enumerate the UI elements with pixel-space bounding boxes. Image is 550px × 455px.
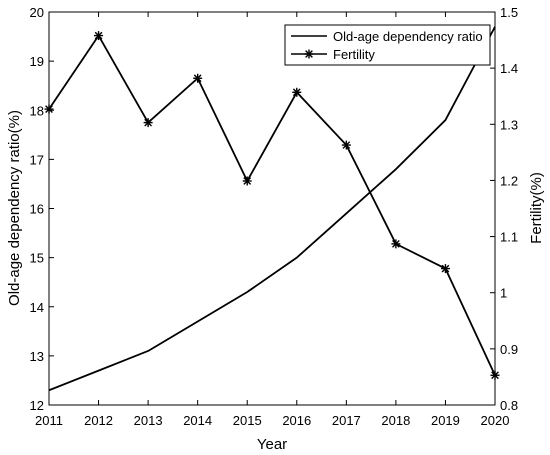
right-y-tick-label: 0.8 xyxy=(500,398,518,413)
right-y-tick-label: 1.3 xyxy=(500,117,518,132)
x-tick-label: 2017 xyxy=(332,413,361,428)
left-y-tick-label: 17 xyxy=(30,152,44,167)
left-y-tick-label: 15 xyxy=(30,251,44,266)
x-tick-label: 2019 xyxy=(431,413,460,428)
fertility-point-marker xyxy=(242,176,252,186)
right-y-axis-ticks: 0.8 0.9 1 1.1 1.2 1.3 1.4 1.5 xyxy=(490,5,518,413)
x-tick-label: 2013 xyxy=(134,413,163,428)
legend-marker-fertility xyxy=(304,49,314,59)
x-tick-label: 2018 xyxy=(381,413,410,428)
fertility-point-marker xyxy=(292,87,302,97)
right-y-tick-label: 1.2 xyxy=(500,173,518,188)
x-axis-ticks: 2011 2012 2013 2014 2015 2016 2017 2018 2019 2020 xyxy=(35,12,509,428)
fertility-point-marker xyxy=(94,31,104,41)
right-y-tick-label: 0.9 xyxy=(500,342,518,357)
series-layer xyxy=(44,26,500,392)
right-y-tick-label: 1 xyxy=(500,286,507,301)
right-y-axis-title: Fertility(%) xyxy=(528,172,545,244)
fertility-point-marker xyxy=(490,370,500,380)
left-y-tick-label: 16 xyxy=(30,202,44,217)
x-axis-title: Year xyxy=(257,436,287,453)
x-tick-label: 2012 xyxy=(84,413,113,428)
fertility-point-marker xyxy=(341,140,351,150)
left-y-tick-label: 20 xyxy=(30,5,44,20)
legend-box xyxy=(284,24,491,66)
left-y-tick-label: 18 xyxy=(30,103,44,118)
legend-label-old-age: Old-age dependency ratio xyxy=(333,29,483,44)
series-line-old-age-dependency xyxy=(48,26,496,392)
legend-asterisk-icon xyxy=(304,49,314,59)
fertility-point-marker xyxy=(143,118,153,128)
x-tick-label: 2014 xyxy=(183,413,212,428)
fertility-point-marker xyxy=(440,264,450,274)
fertility-point-marker xyxy=(391,239,401,249)
left-y-axis-ticks: 12 13 14 15 16 17 18 19 20 xyxy=(30,5,54,413)
right-y-tick-label: 1.4 xyxy=(500,61,518,76)
right-y-tick-label: 1.5 xyxy=(500,5,518,20)
x-tick-label: 2020 xyxy=(481,413,510,428)
right-y-tick-label: 1.1 xyxy=(500,230,518,245)
fertility-point-marker xyxy=(44,104,54,114)
x-tick-label: 2015 xyxy=(233,413,262,428)
left-y-tick-label: 14 xyxy=(30,300,44,315)
plot-frame xyxy=(48,11,496,406)
left-y-axis-title: Old-age dependency ratio(%) xyxy=(6,110,23,306)
legend-label-fertility: Fertility xyxy=(333,47,375,62)
legend: Old-age dependency ratio Fertility xyxy=(284,24,491,66)
series-line-fertility xyxy=(48,34,496,376)
left-y-tick-label: 13 xyxy=(30,349,44,364)
left-y-tick-label: 12 xyxy=(30,398,44,413)
fertility-point-marker xyxy=(193,73,203,83)
left-y-tick-label: 19 xyxy=(30,54,44,69)
x-tick-label: 2011 xyxy=(35,413,63,428)
x-tick-label: 2016 xyxy=(282,413,311,428)
